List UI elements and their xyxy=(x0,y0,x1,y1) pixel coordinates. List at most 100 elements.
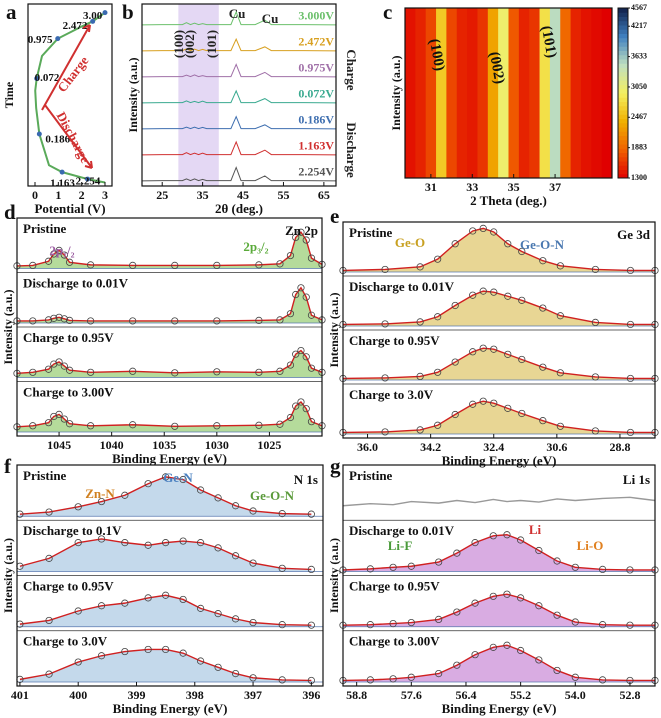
spectrum-area xyxy=(343,401,655,434)
data-point xyxy=(535,602,543,610)
spectrum-line xyxy=(141,89,337,104)
annotation: Ge-O xyxy=(395,235,425,250)
data-point xyxy=(162,591,170,599)
charge-arrow xyxy=(41,24,91,111)
colorbar-step xyxy=(618,131,628,136)
annotation: Li-F xyxy=(388,538,413,553)
x-tick-label: 1045 xyxy=(47,438,71,452)
data-point xyxy=(249,507,257,515)
colorbar-label: 1883 xyxy=(631,142,647,151)
state-point xyxy=(59,169,65,175)
panel-label: c xyxy=(383,0,392,24)
colorbar-step xyxy=(618,101,628,107)
data-point xyxy=(278,564,286,572)
data-point xyxy=(479,397,487,405)
x-tick-label: 52.8 xyxy=(619,688,640,702)
x-tick-label: 55 xyxy=(277,188,289,202)
colorbar-step xyxy=(618,54,628,60)
point-label: 0.975 xyxy=(28,34,53,46)
colorbar-step xyxy=(618,46,628,51)
colorbar-step xyxy=(618,127,628,132)
data-point xyxy=(626,428,635,437)
spectrum-line xyxy=(342,400,655,434)
data-point xyxy=(626,566,634,574)
colorbar-step xyxy=(618,42,628,47)
data-point xyxy=(297,398,305,406)
data-point xyxy=(121,539,129,547)
data-point xyxy=(249,618,257,627)
heat-cell xyxy=(529,8,541,178)
series-name: Pristine xyxy=(349,225,393,240)
data-point xyxy=(255,368,263,376)
heat-cell xyxy=(425,8,437,178)
data-point xyxy=(416,372,424,381)
spectrum-line xyxy=(16,349,323,375)
data-point xyxy=(44,419,53,427)
spectrum-area xyxy=(343,534,655,572)
panel-label: d xyxy=(4,200,16,224)
data-point xyxy=(231,670,240,678)
data-point xyxy=(504,350,512,358)
data-point xyxy=(435,670,443,678)
data-point xyxy=(171,261,179,269)
data-point xyxy=(276,316,284,324)
series-name: 2.254V xyxy=(298,165,334,179)
data-point xyxy=(571,563,579,571)
data-point xyxy=(214,663,222,671)
panel-label: b xyxy=(122,0,134,24)
data-point xyxy=(60,315,68,323)
data-point xyxy=(162,473,170,481)
data-point xyxy=(50,360,58,368)
data-point xyxy=(292,233,300,242)
data-point xyxy=(469,400,477,408)
annotation: Zn 2p xyxy=(285,223,318,238)
data-point xyxy=(407,562,415,570)
state-point xyxy=(34,76,40,82)
data-point xyxy=(503,590,511,598)
y-axis-label: Intensity (a.u.) xyxy=(1,289,15,364)
annotation: Charge xyxy=(344,49,359,90)
data-point xyxy=(434,368,442,376)
data-point xyxy=(416,318,424,326)
data-point xyxy=(490,288,498,296)
annotation: N 1s xyxy=(294,472,318,487)
panel: 1300 1883 2467 3050 3633 4217 4567 31 33 35 372 Th… xyxy=(389,3,647,208)
spectrum-area xyxy=(19,595,312,627)
colorbar-label: 3633 xyxy=(631,51,647,60)
data-point xyxy=(87,261,95,269)
data-point xyxy=(65,316,74,325)
data-point xyxy=(60,415,68,423)
plot-frame xyxy=(342,221,656,439)
data-point xyxy=(97,497,106,506)
data-point xyxy=(55,358,63,366)
colorbar-step xyxy=(618,33,628,39)
plot-frame xyxy=(16,217,323,437)
data-point xyxy=(50,314,58,322)
data-point xyxy=(471,651,479,659)
data-point xyxy=(87,368,95,376)
colorbar-step xyxy=(618,122,628,128)
colorbar-step xyxy=(618,63,628,68)
x-tick-label: 34.2 xyxy=(420,440,441,454)
annotation: (100) xyxy=(171,30,186,58)
data-point xyxy=(490,399,498,407)
annotation: Ge 3d xyxy=(617,227,651,242)
plot-frame xyxy=(342,464,656,687)
spectrum-area xyxy=(343,291,655,326)
spectrum-area xyxy=(343,348,655,380)
highlight-span xyxy=(178,4,219,186)
data-point xyxy=(479,224,487,232)
state-point xyxy=(102,10,108,16)
heat-cell xyxy=(601,8,613,178)
annotation: Li-O xyxy=(577,538,604,553)
spectrum-area xyxy=(343,228,655,272)
data-point xyxy=(29,422,37,430)
data-point xyxy=(278,676,286,684)
data-point xyxy=(121,491,129,499)
colorbar-label: 3050 xyxy=(631,82,647,91)
series-name: Charge to 3.0V xyxy=(349,387,434,402)
data-point xyxy=(451,240,459,248)
panel: 3.000V 2.472V 0.975V 0.072V 0.186V 1.163V 2.25… xyxy=(126,3,359,216)
data-point xyxy=(307,621,315,629)
panel-label: e xyxy=(330,204,339,228)
